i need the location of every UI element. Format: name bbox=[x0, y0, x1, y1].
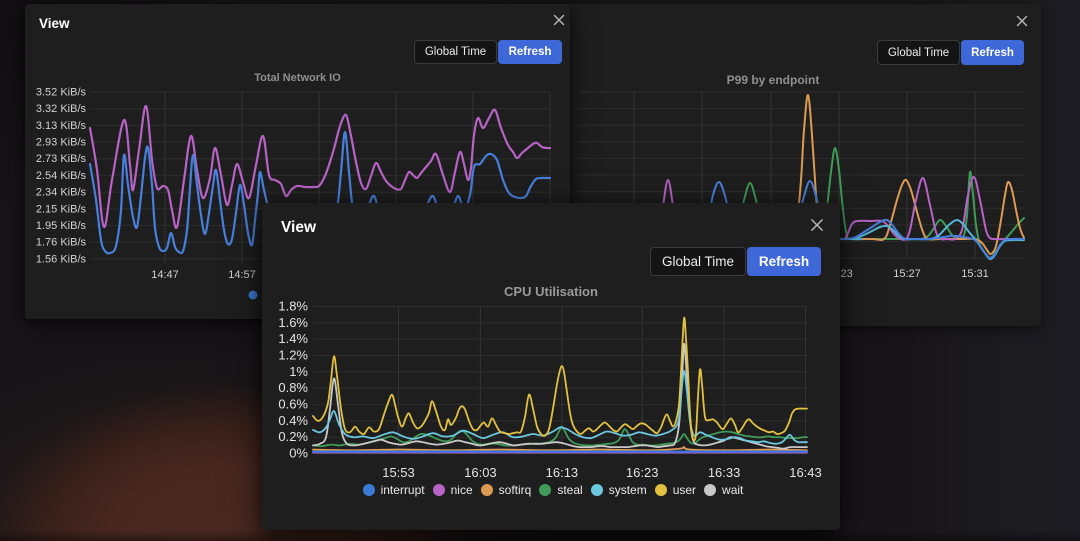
svg-text:1.2%: 1.2% bbox=[278, 348, 308, 363]
svg-text:3.32 KiB/s: 3.32 KiB/s bbox=[36, 103, 87, 115]
svg-text:15:27: 15:27 bbox=[893, 268, 921, 280]
svg-text:1.76 KiB/s: 1.76 KiB/s bbox=[36, 237, 87, 249]
svg-text:0.8%: 0.8% bbox=[278, 380, 308, 395]
svg-text:0.4%: 0.4% bbox=[278, 413, 308, 428]
svg-text:3.13 KiB/s: 3.13 KiB/s bbox=[36, 120, 87, 132]
svg-text:3.52 KiB/s: 3.52 KiB/s bbox=[36, 87, 87, 99]
svg-text:2.93 KiB/s: 2.93 KiB/s bbox=[36, 137, 87, 149]
svg-text:16:23: 16:23 bbox=[626, 465, 659, 480]
svg-text:15:31: 15:31 bbox=[961, 268, 989, 280]
svg-text:16:33: 16:33 bbox=[708, 465, 741, 480]
svg-text:14:47: 14:47 bbox=[151, 269, 179, 281]
svg-text:2.15 KiB/s: 2.15 KiB/s bbox=[36, 203, 87, 215]
svg-text:2.34 KiB/s: 2.34 KiB/s bbox=[36, 187, 87, 199]
svg-text:15:53: 15:53 bbox=[382, 465, 415, 480]
svg-text:1.4%: 1.4% bbox=[278, 331, 308, 346]
svg-text:1.6%: 1.6% bbox=[278, 315, 308, 330]
svg-text:1.56 KiB/s: 1.56 KiB/s bbox=[36, 253, 87, 265]
svg-text:16:43: 16:43 bbox=[789, 465, 822, 480]
svg-text:0.2%: 0.2% bbox=[278, 429, 308, 444]
svg-text:14:57: 14:57 bbox=[228, 269, 256, 281]
svg-text:0.6%: 0.6% bbox=[278, 397, 308, 412]
svg-text:2.73 KiB/s: 2.73 KiB/s bbox=[36, 153, 87, 165]
svg-text:16:13: 16:13 bbox=[546, 465, 579, 480]
svg-text:16:03: 16:03 bbox=[464, 465, 497, 480]
svg-text:1.95 KiB/s: 1.95 KiB/s bbox=[36, 220, 87, 232]
svg-text:1%: 1% bbox=[289, 364, 308, 379]
svg-text:0%: 0% bbox=[289, 446, 308, 461]
svg-text:2.54 KiB/s: 2.54 KiB/s bbox=[36, 170, 87, 182]
svg-text:1.8%: 1.8% bbox=[278, 299, 308, 314]
